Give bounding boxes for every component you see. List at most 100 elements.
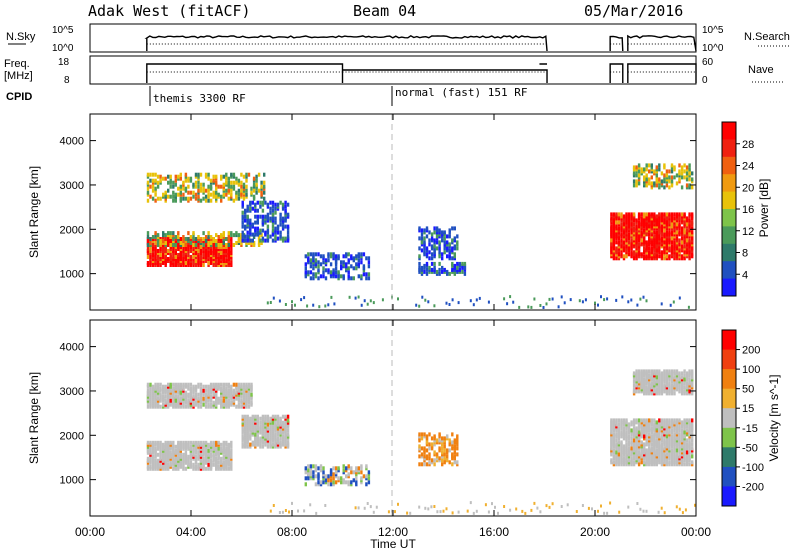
echo-cell xyxy=(648,212,651,217)
echo-cell xyxy=(678,296,681,300)
echo-cell xyxy=(675,418,679,423)
echo-cell xyxy=(618,510,621,514)
echo-cell xyxy=(435,246,439,251)
velocity-y-axis-label: Slant Range [km] xyxy=(27,372,41,464)
echo-cell xyxy=(418,304,421,308)
echo-cell xyxy=(653,230,656,235)
echo-cell xyxy=(220,198,223,203)
echo-cell xyxy=(162,394,165,399)
echo-cell xyxy=(220,398,223,403)
echo-cell xyxy=(603,298,606,302)
echo-cell xyxy=(194,196,198,201)
echo-cell xyxy=(685,381,689,386)
echo-cell xyxy=(182,239,185,243)
echo-cell xyxy=(159,440,162,445)
echo-cell xyxy=(179,382,182,387)
echo-cell xyxy=(645,385,648,390)
echo-cell xyxy=(314,474,318,479)
echo-cell xyxy=(430,436,434,441)
echo-cell xyxy=(441,458,444,463)
echo-cell xyxy=(615,224,618,229)
nave-tick-bottom: 0 xyxy=(702,75,708,86)
echo-cell xyxy=(425,454,429,459)
echo-cell xyxy=(648,446,651,451)
echo-cell xyxy=(187,190,190,195)
echo-cell xyxy=(246,204,249,209)
echo-cell xyxy=(617,220,621,225)
echo-cell xyxy=(655,173,658,178)
echo-cell xyxy=(225,386,228,391)
colorbar-swatch xyxy=(722,174,736,193)
echo-cell xyxy=(146,172,150,177)
echo-cell xyxy=(487,300,490,304)
echo-cell xyxy=(149,178,152,183)
echo-cell xyxy=(637,462,641,467)
echo-cell xyxy=(246,444,249,449)
velocity-echo-cells xyxy=(146,369,696,515)
echo-cell xyxy=(691,171,694,176)
echo-cell xyxy=(194,392,198,397)
echo-cell xyxy=(263,172,266,177)
echo-cell xyxy=(151,235,155,239)
echo-cell xyxy=(632,438,636,443)
echo-cell xyxy=(167,180,170,185)
colorbar-tick-label: 4 xyxy=(742,269,748,281)
echo-cell xyxy=(688,462,691,467)
echo-cell xyxy=(184,382,188,387)
echo-cell xyxy=(670,212,674,217)
echo-cell xyxy=(329,482,333,487)
echo-cell xyxy=(286,212,290,217)
echo-cell xyxy=(276,414,280,419)
echo-cell xyxy=(660,212,664,217)
echo-cell xyxy=(451,256,454,261)
echo-cell xyxy=(691,252,694,257)
echo-cell xyxy=(451,446,454,451)
echo-cell xyxy=(169,174,172,179)
echo-cell xyxy=(266,212,270,217)
echo-cell xyxy=(314,252,318,257)
echo-cell xyxy=(167,257,170,261)
echo-cell xyxy=(635,389,638,394)
echo-cell xyxy=(151,454,155,459)
echo-cell xyxy=(197,450,200,455)
echo-cell xyxy=(256,214,259,219)
echo-cell xyxy=(691,212,694,217)
echo-cell xyxy=(655,165,658,170)
echo-cell xyxy=(665,434,669,439)
echo-cell xyxy=(691,438,694,443)
echo-cell xyxy=(653,432,656,437)
echo-cell xyxy=(242,182,246,187)
echo-cell xyxy=(202,243,205,247)
echo-cell xyxy=(254,414,257,419)
echo-cell xyxy=(683,175,686,180)
echo-cell xyxy=(309,503,312,507)
echo-cell xyxy=(350,254,353,259)
echo-cell xyxy=(650,181,653,186)
echo-cell xyxy=(167,188,170,193)
echo-cell xyxy=(222,454,225,459)
colorbar-tick-label: -15 xyxy=(742,423,758,435)
echo-cell xyxy=(425,252,429,257)
echo-cell xyxy=(670,428,674,433)
echo-cell xyxy=(451,261,454,266)
echo-cell xyxy=(212,237,215,241)
echo-cell xyxy=(217,396,220,401)
echo-cell xyxy=(172,180,175,185)
echo-cell xyxy=(663,173,666,178)
freq-series-line xyxy=(146,63,697,83)
echo-cell xyxy=(655,369,658,374)
echo-cell xyxy=(227,257,230,261)
echo-cell xyxy=(627,252,631,257)
echo-cell xyxy=(167,174,170,179)
echo-cell xyxy=(167,382,170,387)
echo-cell xyxy=(284,208,287,213)
echo-cell xyxy=(174,394,177,399)
echo-cell xyxy=(251,200,254,205)
echo-cell xyxy=(324,478,328,483)
echo-cell xyxy=(271,200,275,205)
echo-cell xyxy=(372,301,375,305)
echo-cell xyxy=(274,220,277,225)
echo-cell xyxy=(406,511,409,515)
echo-cell xyxy=(539,304,542,307)
